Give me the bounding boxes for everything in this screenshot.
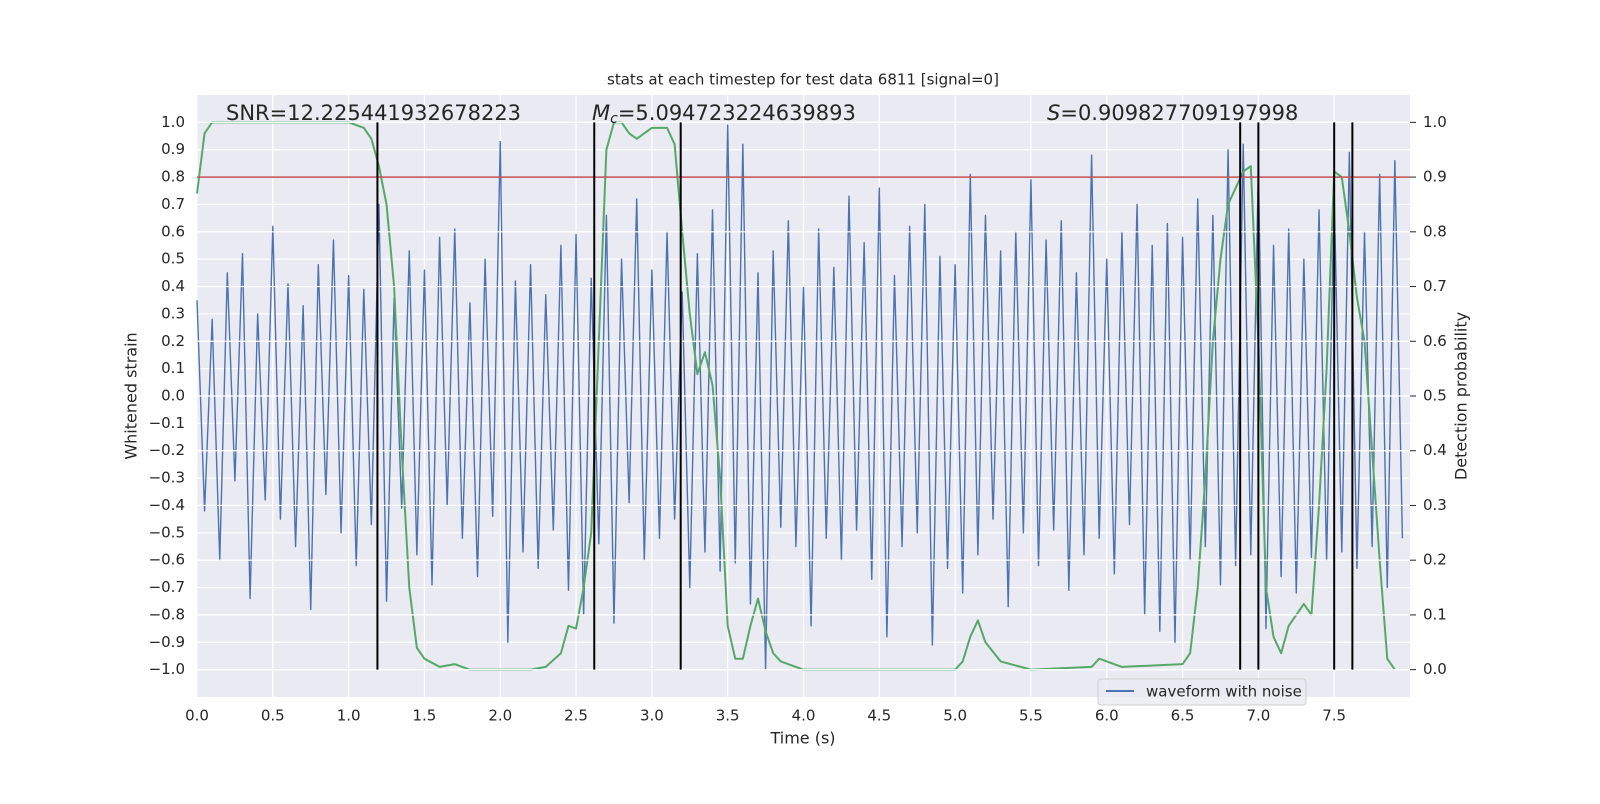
y2-tick-label: 0.3 — [1423, 496, 1447, 514]
annotation: Mc=5.094723224639893 — [592, 101, 856, 127]
annotation: SNR=12.225441932678223 — [226, 101, 521, 125]
x-tick-label: 1.0 — [337, 707, 361, 725]
y-axis-label: Whitened strain — [122, 332, 141, 459]
y-tick-label: 0.2 — [161, 332, 185, 350]
x-tick-label: 4.5 — [867, 707, 891, 725]
y-tick-label: 0.0 — [161, 387, 185, 405]
y2-tick-label: 0.8 — [1423, 222, 1447, 240]
annotation-text: =0.909827709197998 — [1060, 101, 1298, 125]
x-tick-label: 4.0 — [792, 707, 816, 725]
y-tick-label: 0.3 — [161, 304, 185, 322]
y2-tick-label: 0.9 — [1423, 168, 1447, 186]
y-tick-label: 0.9 — [161, 140, 185, 158]
y2-tick-label: 0.4 — [1423, 441, 1447, 459]
y-tick-label: 0.5 — [161, 250, 185, 268]
x-tick-label: 0.0 — [185, 707, 209, 725]
legend-box — [1097, 678, 1307, 706]
annotation-subscript: c — [610, 111, 618, 127]
annotation: S=0.909827709197998 — [1047, 101, 1298, 125]
annotation-text: SNR=12.225441932678223 — [226, 101, 521, 125]
x-tick-label: 7.0 — [1246, 707, 1270, 725]
y2-tick-label: 0.1 — [1423, 605, 1447, 623]
x-tick-label: 1.5 — [413, 707, 437, 725]
x-tick-label: 6.0 — [1095, 707, 1119, 725]
waveform-line — [196, 124, 1404, 671]
y-tick-label: 0.4 — [161, 277, 185, 295]
y-tick-label: −0.7 — [149, 578, 185, 596]
y-tick-label: 1.0 — [161, 113, 185, 131]
y-tick-label: −0.3 — [149, 469, 185, 487]
y-tick-label: −0.4 — [149, 496, 185, 514]
x-tick-label: 3.5 — [716, 707, 740, 725]
y2-axis-label: Detection probability — [1452, 312, 1471, 480]
y-tick-label: −0.9 — [149, 633, 185, 651]
legend-label: waveform with noise — [1146, 683, 1302, 701]
x-tick-label: 7.5 — [1322, 707, 1346, 725]
chart-title: stats at each timestep for test data 681… — [607, 71, 999, 89]
y-tick-label: 0.7 — [161, 195, 185, 213]
y2-tick-label: 0.5 — [1423, 387, 1447, 405]
y-tick-label: −0.2 — [149, 441, 185, 459]
y2-tick-label: 0.0 — [1423, 660, 1447, 678]
y-tick-label: 0.6 — [161, 222, 185, 240]
y-tick-label: −0.8 — [149, 605, 185, 623]
y-tick-label: 0.8 — [161, 168, 185, 186]
y-tick-label: −1.0 — [149, 660, 185, 678]
probability-line — [196, 121, 1396, 671]
x-tick-label: 2.0 — [488, 707, 512, 725]
y-tick-label: −0.5 — [149, 523, 185, 541]
y-tick-label: 0.1 — [161, 359, 185, 377]
x-tick-label: 5.5 — [1019, 707, 1043, 725]
annotation-text: =5.094723224639893 — [618, 101, 856, 125]
x-tick-label: 2.5 — [564, 707, 588, 725]
x-tick-label: 3.0 — [640, 707, 664, 725]
x-tick-label: 6.5 — [1171, 707, 1195, 725]
annotation-symbol: S — [1047, 101, 1060, 125]
x-tick-label: 0.5 — [261, 707, 285, 725]
y2-tick-label: 0.6 — [1423, 332, 1447, 350]
y-tick-label: −0.1 — [149, 414, 185, 432]
y-tick-label: −0.6 — [149, 551, 185, 569]
y2-tick-label: 0.2 — [1423, 551, 1447, 569]
y2-tick-label: 1.0 — [1423, 113, 1447, 131]
annotation-symbol: M — [592, 101, 610, 125]
y2-tick-label: 0.7 — [1423, 277, 1447, 295]
x-tick-label: 5.0 — [943, 707, 967, 725]
x-axis-label: Time (s) — [769, 729, 835, 748]
